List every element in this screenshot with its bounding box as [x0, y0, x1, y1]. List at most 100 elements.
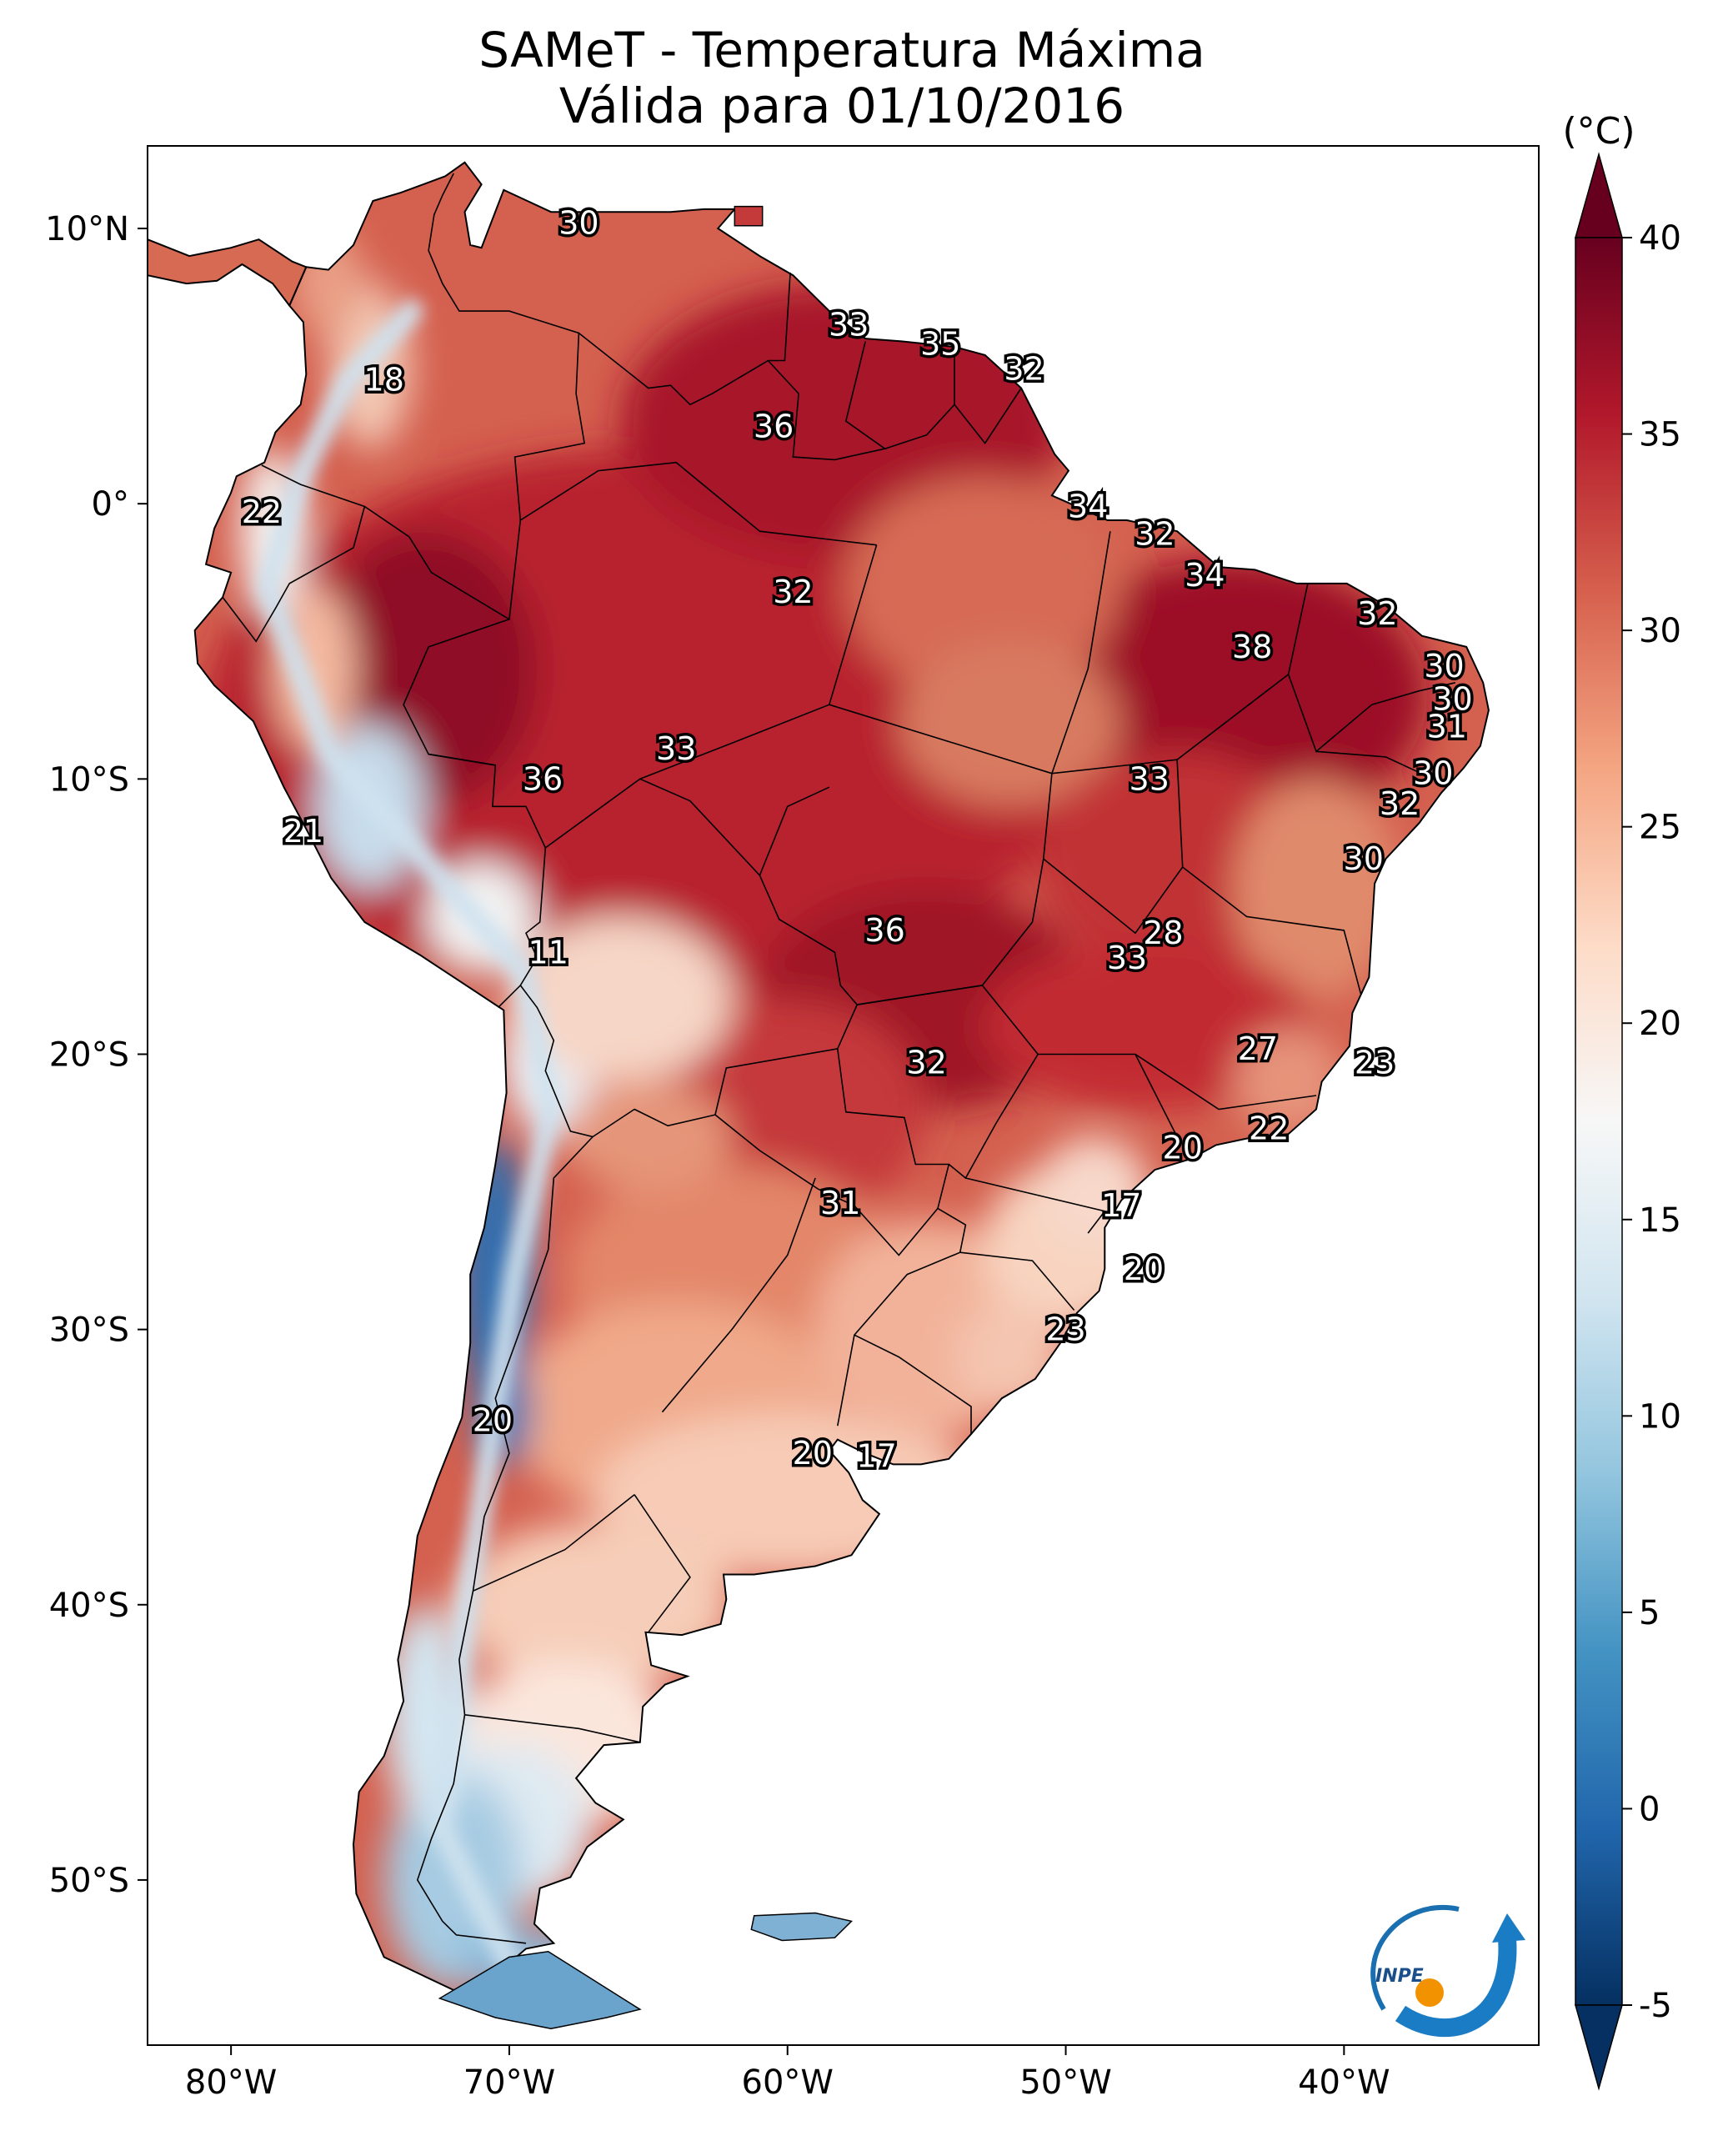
- logo-text: INPE: [1375, 1966, 1424, 1987]
- y-tick-label: 20°S: [49, 1035, 129, 1074]
- logo-sun-icon: [1415, 1978, 1444, 2007]
- colorbar-units: (°C): [1562, 110, 1635, 153]
- colorbar-scale: [1575, 237, 1623, 2006]
- colorbar-tick-label: 20: [1639, 1005, 1681, 1043]
- colorbar-tick-label: 25: [1639, 809, 1681, 847]
- colorbar-tick-label: 40: [1639, 219, 1681, 258]
- temperature-label: 30: [1432, 681, 1472, 718]
- tierra-del-fuego: [438, 1951, 642, 2029]
- border-line: [948, 1054, 1039, 1180]
- colorbar-tick-label: 5: [1639, 1594, 1660, 1632]
- temperature-label: 17: [1101, 1187, 1141, 1224]
- temperature-label: 30: [1344, 840, 1384, 877]
- border-line: [829, 531, 1111, 775]
- border-line: [854, 1334, 972, 1435]
- temperature-label: 30: [1413, 755, 1453, 792]
- border-line: [1287, 674, 1456, 753]
- temperature-label: 20: [793, 1435, 833, 1472]
- border-line: [954, 388, 1022, 444]
- logo-arrow-icon: [1492, 1913, 1525, 1943]
- colorbar-tick-label: 10: [1639, 1397, 1681, 1436]
- temperature-label: 35: [920, 326, 960, 363]
- y-tick-label: 0°: [92, 485, 129, 524]
- map-title: SAMeT - Temperatura Máxima: [478, 22, 1205, 78]
- border-line: [1315, 750, 1434, 780]
- border-line: [473, 1494, 635, 1592]
- trinidad-island: [734, 205, 764, 227]
- falkland-islands: [750, 1912, 853, 1942]
- border-line: [857, 985, 983, 1005]
- temperature-label: 33: [656, 730, 696, 767]
- temperature-label: 20: [473, 1402, 513, 1439]
- x-tick-label: 70°W: [463, 2063, 555, 2102]
- x-tick-label: 80°W: [185, 2063, 277, 2102]
- border-line: [261, 173, 586, 621]
- y-tick-label: 10°N: [45, 210, 129, 248]
- heat-blob: [899, 641, 1122, 807]
- coastline: [193, 161, 1490, 1992]
- x-tick-label: 50°W: [1019, 2063, 1111, 2102]
- border-line: [519, 461, 877, 546]
- heat-blob: [564, 1081, 732, 1192]
- temperature-label: 17: [856, 1438, 896, 1475]
- border-line: [1182, 866, 1362, 995]
- temperature-label: 32: [1004, 350, 1044, 387]
- colorbar-min-extend: [1575, 2004, 1623, 2091]
- border-line: [544, 778, 859, 1138]
- temperature-label: 30: [558, 204, 599, 241]
- temperature-label: 32: [906, 1044, 946, 1081]
- colorbar-tick-label: 35: [1639, 416, 1681, 454]
- colorbar-tick-label: 0: [1639, 1790, 1660, 1828]
- temperature-label: 36: [523, 760, 563, 797]
- heat-blob: [1232, 779, 1400, 1000]
- political-borders: [222, 173, 1456, 1944]
- temperature-label: 31: [820, 1185, 860, 1221]
- temperature-label: 27: [1238, 1030, 1278, 1067]
- border-line: [634, 1494, 691, 1633]
- border-line: [222, 506, 366, 643]
- temperature-label: 18: [364, 362, 404, 399]
- temperature-label: 23: [1045, 1311, 1085, 1348]
- temperature-label: 30: [1424, 648, 1464, 684]
- colorbar-max-extend: [1575, 152, 1623, 238]
- border-line: [639, 544, 878, 780]
- central-america-landmass: [147, 238, 308, 308]
- temperature-label: 32: [1357, 595, 1397, 632]
- logo-swoosh-icon: [1395, 1938, 1517, 2037]
- map-subtitle: Válida para 01/10/2016: [558, 78, 1125, 134]
- temperature-label: 33: [1107, 940, 1147, 976]
- temperature-label: 36: [754, 409, 794, 445]
- border-line: [759, 786, 830, 876]
- border-line: [1134, 1054, 1178, 1137]
- border-line: [464, 1714, 640, 1743]
- temperature-label: 23: [1355, 1044, 1395, 1081]
- temperature-label: 20: [1163, 1130, 1203, 1166]
- temperature-label: 36: [864, 912, 904, 949]
- border-line: [578, 272, 791, 406]
- islands: [147, 205, 853, 2029]
- latitude-axis: 10°N 0° 10°S 20°S 30°S 40°S 50°S: [45, 210, 148, 1900]
- map-frame: [147, 145, 1540, 2046]
- longitude-axis: 80°W 70°W 60°W 50°W 40°W: [185, 2045, 1390, 2102]
- colorbar-tick-label: -5: [1639, 1987, 1672, 2025]
- colorbar-tick-label: 30: [1639, 612, 1681, 650]
- temperature-label: 33: [1129, 760, 1170, 797]
- border-line: [884, 347, 955, 449]
- border-line: [403, 619, 547, 1008]
- border-line: [428, 753, 496, 766]
- temperature-label: 11: [528, 934, 568, 970]
- heat-blob: [509, 916, 732, 1082]
- temperature-label: 34: [1185, 557, 1225, 594]
- border-line: [959, 1251, 1075, 1311]
- colorbar-tick-label: 15: [1639, 1201, 1681, 1240]
- temperature-label: 32: [1380, 785, 1420, 822]
- x-tick-label: 40°W: [1298, 2063, 1390, 2102]
- border-line: [837, 1207, 967, 1426]
- border-line: [416, 985, 594, 1944]
- colorbar: -5 0 5 10 15 20 25 30 35 40 (°C): [1562, 110, 1681, 2091]
- logo-arc-icon: [1370, 1905, 1460, 2011]
- border-line: [661, 1177, 816, 1413]
- border-line: [767, 341, 887, 461]
